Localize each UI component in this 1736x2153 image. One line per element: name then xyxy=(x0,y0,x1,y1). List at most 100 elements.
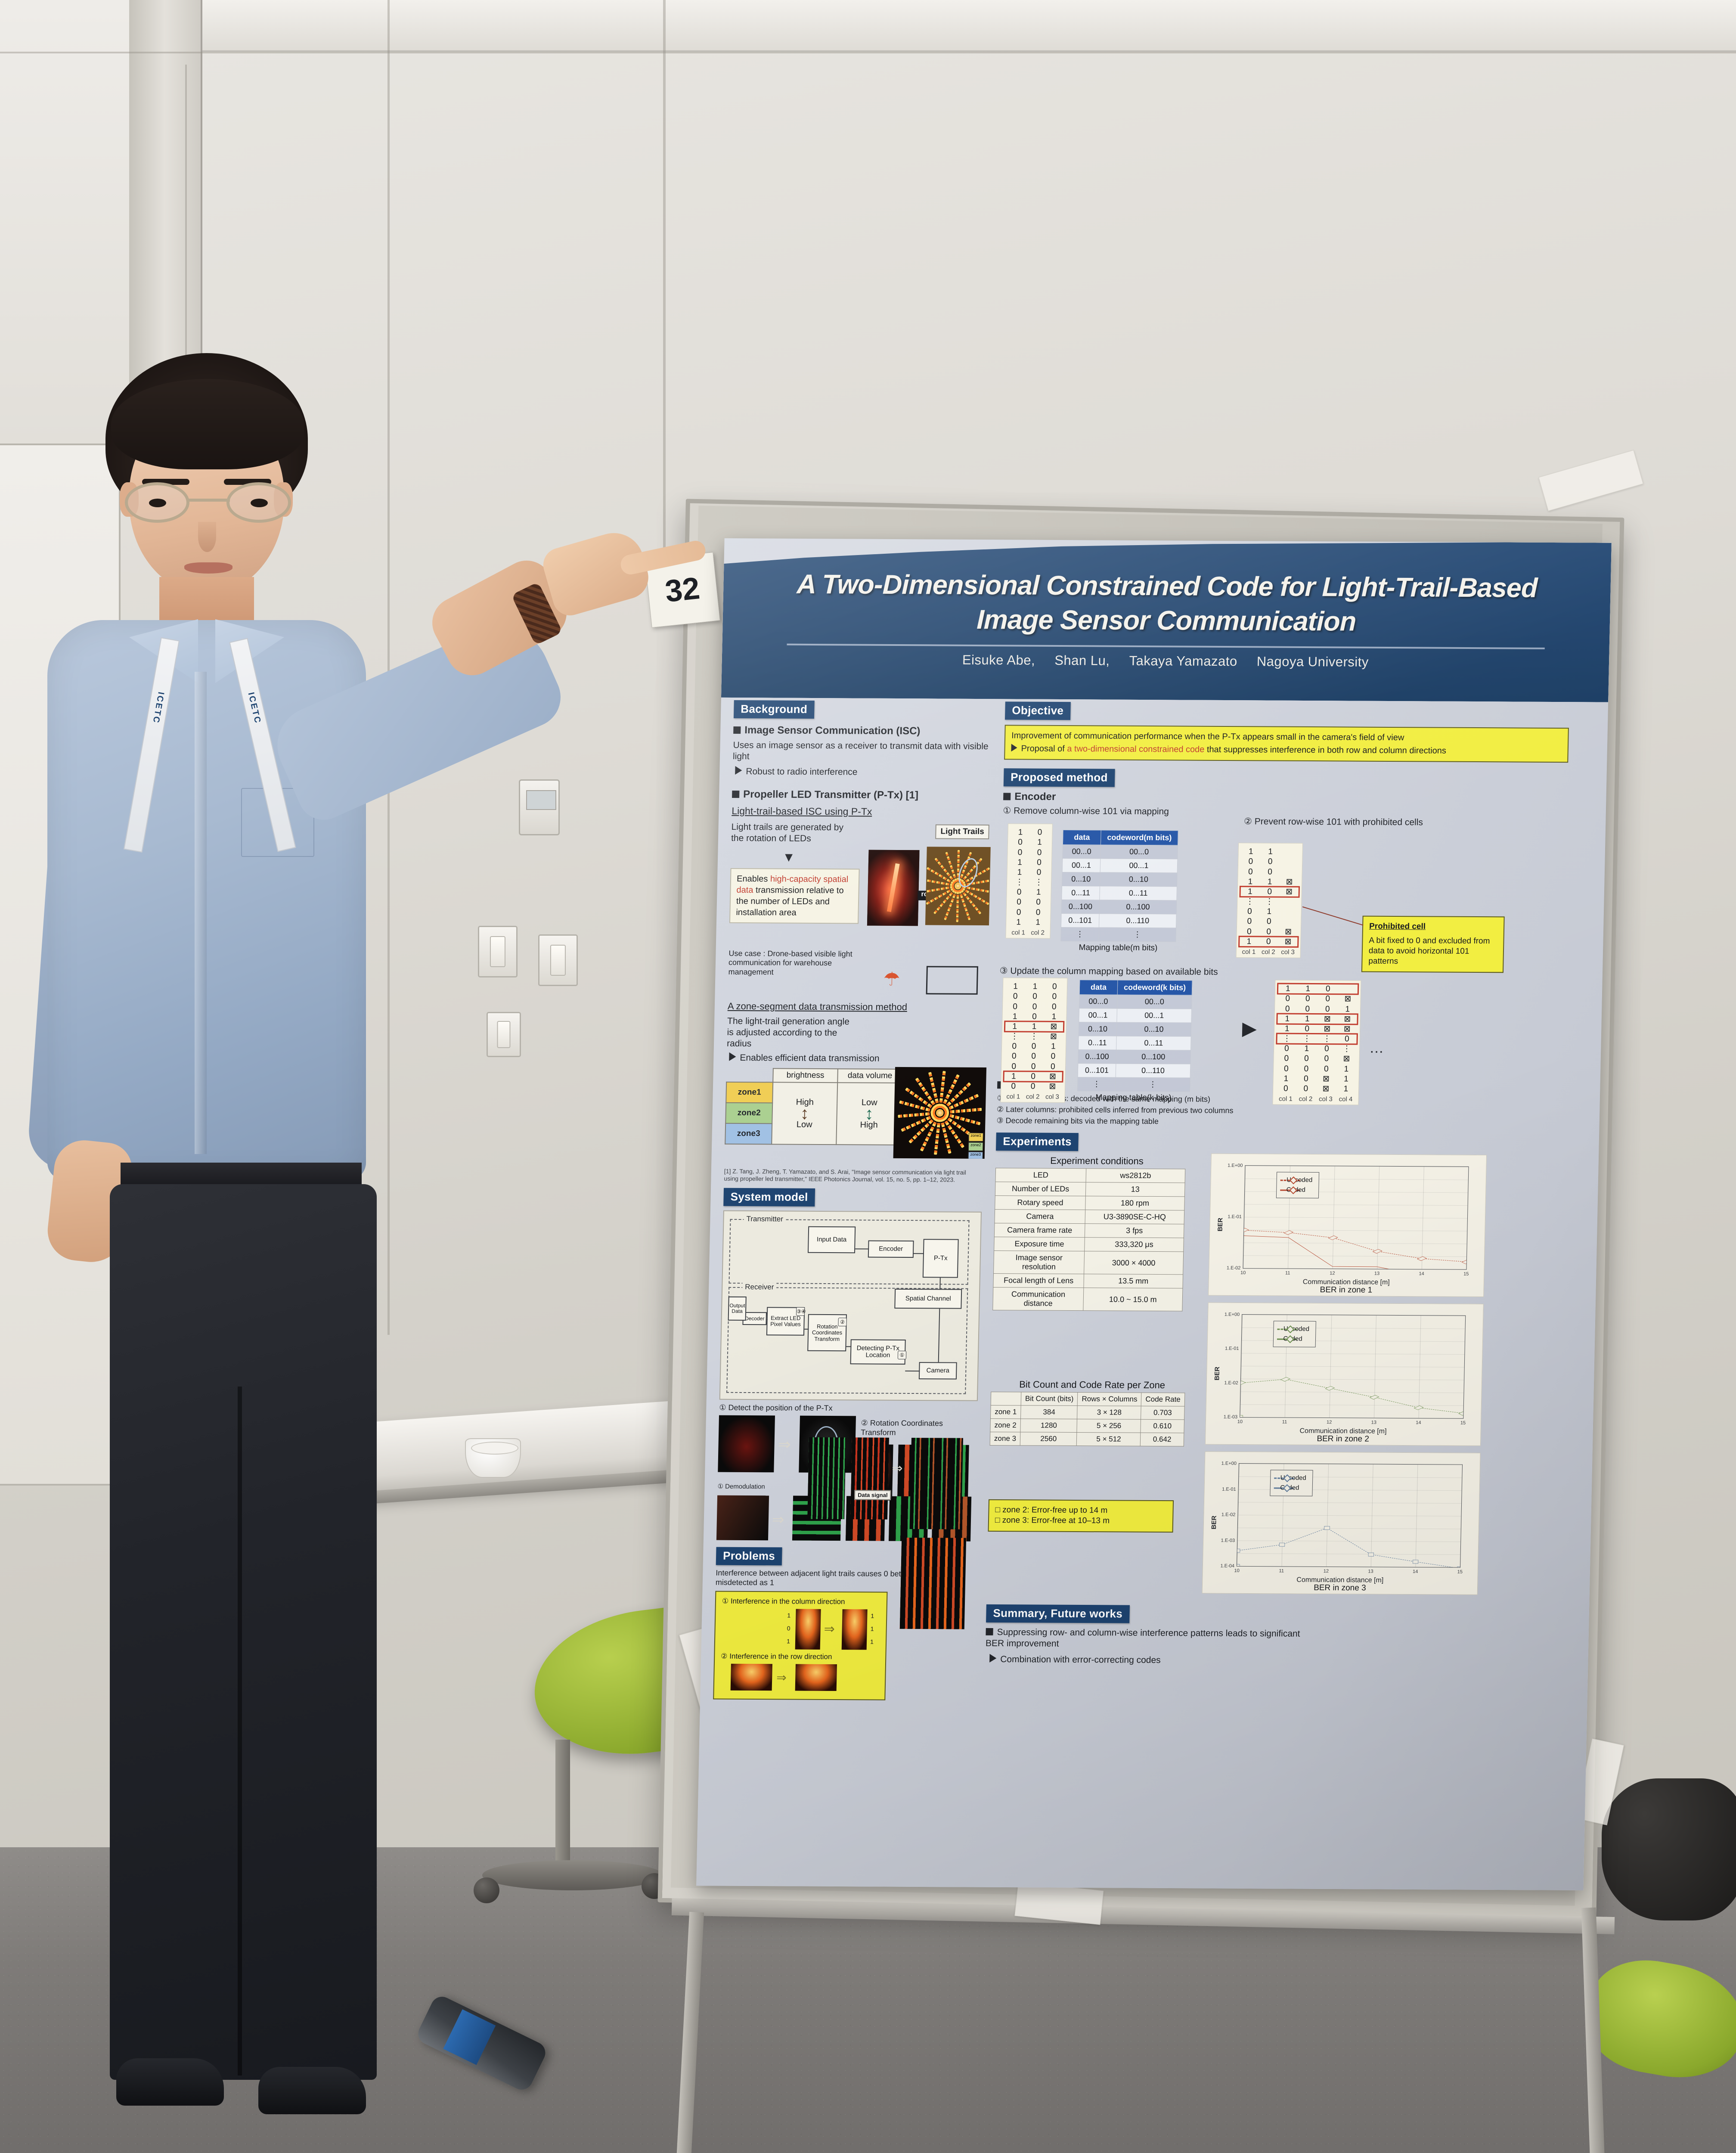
background-usecase: Use case : Drone-based visible light com… xyxy=(728,949,852,977)
bit-cell: 0 xyxy=(1011,1061,1017,1071)
ptx-photo xyxy=(867,850,920,926)
mapping-table-cell: 00...0 xyxy=(1062,844,1101,859)
bit-cell xyxy=(1283,847,1297,857)
arrow-right-icon-3: ⇒ xyxy=(824,1622,835,1637)
chart-legend-item: Coded xyxy=(1280,1185,1313,1195)
chart-data-marker xyxy=(1329,1236,1338,1240)
bit-cell: 0 xyxy=(1036,868,1042,877)
bit-cell: 0 xyxy=(1325,1004,1330,1014)
author-affiliation: Nagoya University xyxy=(1256,654,1369,670)
light-switch-plate-2[interactable] xyxy=(538,934,578,986)
bit-cell: ⊠ xyxy=(1286,877,1293,887)
problems-strip-red xyxy=(850,1437,889,1520)
presenter-glasses xyxy=(125,482,293,524)
chart-plot-area: 1.E+00 1.E-01 1.E-02 1.E-03 10 11 12 13 14 15 Unco… xyxy=(1224,1312,1466,1426)
map-k-header-data: data xyxy=(1079,980,1118,995)
bit-matrix-row: ⋮ ⋮ xyxy=(1010,877,1048,887)
chart-data-marker xyxy=(1243,1228,1248,1232)
mapping-table-cell: 0...10 xyxy=(1100,872,1178,887)
bit-cell: 0 xyxy=(1266,917,1271,926)
condition-value: U3-3890SE-C-HQ xyxy=(1085,1210,1184,1224)
bit-cell: 0 xyxy=(1013,992,1018,1001)
chart-legend-item: Uncoded xyxy=(1280,1176,1313,1185)
bitcount-cell: 1280 xyxy=(1020,1418,1077,1433)
bit-cell: ⋮ xyxy=(1034,878,1043,887)
light-trail-photo xyxy=(925,846,991,925)
presenter-nose xyxy=(198,522,216,552)
bit-cell: 0 xyxy=(1035,908,1041,917)
chart-series-line xyxy=(1240,1379,1464,1413)
chart-x-tick: 15 xyxy=(1457,1569,1463,1575)
bitcount-header-cell: Rows × Columns xyxy=(1077,1392,1142,1406)
bit-cell: 0 xyxy=(1283,1064,1289,1073)
experiment-conditions-table: LED ws2812b Number of LEDs 13 Rotary speed 18… xyxy=(992,1168,1186,1312)
bit-cell: 0 xyxy=(1268,867,1273,877)
bit-cell: 0 xyxy=(1017,897,1022,907)
chart-data-marker xyxy=(1414,1405,1423,1410)
background-highlight-note: Enables high-capacity spatial data trans… xyxy=(729,868,860,924)
mapping-table-cell: ⋮ xyxy=(1060,927,1099,942)
mapping-table-cell: 0...11 xyxy=(1116,1036,1191,1051)
bit-cell: ⊠ xyxy=(1050,1032,1057,1041)
proposed-step3: ③ Update the column mapping based on ava… xyxy=(999,966,1218,977)
mapping-table-k-caption: Mapping table(k bits) xyxy=(1095,1093,1172,1103)
bit-cell: 0 xyxy=(1051,1052,1056,1061)
bit-cell: 1 xyxy=(1247,887,1252,897)
bit-cell: 0 xyxy=(1305,1024,1310,1033)
thermostat-panel[interactable] xyxy=(519,779,560,835)
summary-item1: Suppressing row- and column-wise interfe… xyxy=(985,1627,1300,1649)
chart-y-tick: 1.E-01 xyxy=(1224,1346,1239,1352)
bit-cell: ⊠ xyxy=(1049,1072,1057,1081)
bit-matrix-row: 1 0 ⊠ xyxy=(1238,935,1299,948)
zone-table-header-brightness: brightness xyxy=(773,1068,838,1083)
mapping-table-k: data codeword(k bits) 00...0 00...0 00...1… xyxy=(1077,980,1193,1092)
presenter-shirt-placket xyxy=(195,672,207,1154)
condition-label: Rotary speed xyxy=(995,1195,1086,1210)
wall-left-block xyxy=(0,0,133,474)
chart-legend-item: Uncoded xyxy=(1274,1474,1307,1483)
bit-matrix-row: 0 0 ⊠ xyxy=(1240,927,1299,937)
bit-cell: 0 xyxy=(1017,887,1022,897)
bit-cell: 0 xyxy=(1285,994,1290,1004)
bit-cell: 0 xyxy=(1247,917,1252,926)
bitcount-cell: zone 1 xyxy=(990,1405,1021,1419)
condition-row: Rotary speed 180 rpm xyxy=(995,1195,1185,1210)
chart-x-tick: 11 xyxy=(1282,1419,1287,1425)
chart-x-tick: 14 xyxy=(1416,1420,1421,1426)
poster-title-line2: Image Sensor Communication xyxy=(976,605,1356,637)
bitcount-cell: 5 × 512 xyxy=(1076,1432,1141,1446)
bit-cell: ⊠ xyxy=(1049,1082,1056,1091)
decoder-step2: ② Later columns: prohibited cells inferr… xyxy=(996,1105,1234,1115)
chart-x-tick: 15 xyxy=(1463,1271,1469,1277)
bit-cell: 0 xyxy=(1283,1084,1288,1093)
map-k-header-codeword: codeword(k bits) xyxy=(1117,980,1192,996)
background-item2-body: Light trails are generated by the rotati… xyxy=(731,822,844,844)
bit-matrix-b: 1 1 0 0 0 0 1 1 ⊠ 1 0 ⊠ ⋮ ⋮ 0 1 0 0 0 0 ⊠ 1 0 ⊠ col 1 col 2 col… xyxy=(1236,843,1303,958)
bit-cell: ⊠ xyxy=(1322,1074,1330,1083)
bit-cell: 0 xyxy=(1031,1052,1036,1061)
poster-right-column: Objective Improvement of communication p… xyxy=(985,701,1595,1668)
bit-cell: 0 xyxy=(1304,1064,1309,1073)
bit-cell: 0 xyxy=(1011,1052,1017,1061)
light-switch-plate-1[interactable] xyxy=(478,926,518,977)
zone-method-title: A zone-segment data transmission method xyxy=(727,1001,908,1013)
bit-cell: 1 xyxy=(1035,918,1041,927)
problem-bits-in: 1 0 1 xyxy=(786,1612,791,1645)
chart-series-line xyxy=(1237,1566,1460,1567)
bit-cell: 0 xyxy=(1303,1074,1308,1083)
block-camera: Camera xyxy=(918,1362,957,1380)
light-switch-plate-3[interactable] xyxy=(487,1012,521,1057)
zone-brightness-table: brightness data volume zone1 High ↕ Low xyxy=(725,1068,903,1145)
mapping-table-row: 00...0 00...0 xyxy=(1079,994,1192,1009)
proposed-step1: ① Remove column-wise 101 via mapping xyxy=(1003,806,1169,817)
chart-plot-area: 1.E+00 1.E-01 1.E-02 1.E-03 1.E-04 10 11 12 13 14… xyxy=(1220,1461,1463,1575)
bit-cell: 0 xyxy=(1050,1062,1055,1071)
block-spatial-channel: Spatial Channel xyxy=(894,1289,962,1309)
presenter-fringe xyxy=(111,379,304,469)
section-header-system-model: System model xyxy=(723,1188,815,1207)
